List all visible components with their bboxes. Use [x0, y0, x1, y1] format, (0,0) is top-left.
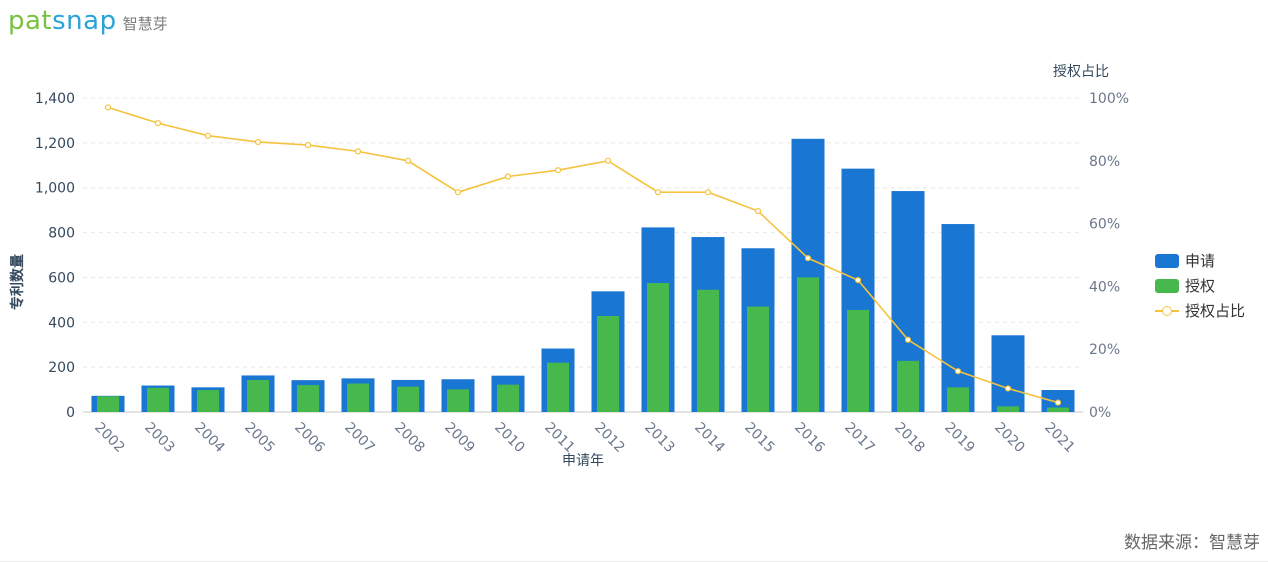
bar-grant [847, 309, 869, 412]
bar-grant [997, 406, 1019, 412]
bar-grant [947, 387, 969, 412]
x-tick-label: 2011 [541, 420, 578, 457]
ratio-point [1054, 399, 1062, 406]
bar-grant [297, 385, 319, 412]
y-tick-label: 0 [66, 405, 75, 421]
y2-tick-label: 60% [1089, 217, 1120, 233]
x-tick-label: 2018 [891, 420, 928, 457]
bar-grant [397, 386, 419, 412]
ratio-point [754, 207, 762, 215]
x-axis-title: 申请年 [562, 453, 604, 469]
x-tick-label: 2008 [391, 420, 428, 457]
x-tick-label: 2010 [491, 420, 528, 457]
x-tick-label: 2020 [991, 420, 1028, 457]
y-axis-title: 专利数量 [9, 254, 26, 310]
ratio-point [854, 277, 862, 284]
logo-text-pat: pat [8, 6, 53, 36]
x-tick-label: 2012 [591, 420, 628, 457]
bar-grant [697, 289, 719, 412]
x-tick-label: 2014 [691, 420, 728, 457]
ratio-point [504, 173, 512, 180]
ratio-point [354, 148, 362, 155]
x-tick-label: 2015 [741, 420, 778, 457]
bar-grant [797, 277, 819, 412]
y-tick-label: 800 [48, 226, 75, 242]
ratio-point [454, 189, 462, 196]
x-tick-label: 2019 [941, 420, 978, 457]
ratio-point [554, 167, 562, 174]
ratio-point [904, 336, 912, 343]
chart-legend: 申请 授权 授权占比 [1155, 248, 1245, 323]
y2-tick-label: 80% [1089, 154, 1120, 170]
y-tick-label: 200 [48, 360, 75, 376]
x-tick-label: 2016 [791, 420, 828, 457]
bar-grant [897, 360, 919, 412]
legend-swatch-grant [1155, 278, 1179, 293]
bar-grant [197, 390, 219, 412]
y-tick-label: 600 [48, 270, 75, 286]
legend-label-apply: 申请 [1185, 252, 1216, 270]
bar-grant [1047, 407, 1069, 412]
ratio-point [204, 132, 212, 139]
logo-text-cn: 智慧芽 [122, 15, 168, 33]
legend-label-grant: 授权 [1185, 277, 1216, 295]
x-tick-label: 2004 [191, 420, 228, 457]
bar-grant [447, 389, 469, 412]
y-tick-label: 1,000 [35, 181, 75, 197]
ratio-point [304, 142, 312, 149]
ratio-point [254, 138, 262, 146]
x-tick-label: 2005 [241, 420, 278, 457]
y2-tick-label: 40% [1089, 279, 1120, 295]
x-tick-label: 2021 [1041, 420, 1078, 457]
bar-apply [941, 224, 975, 412]
x-tick-label: 2013 [641, 420, 678, 457]
legend-line-ratio [1155, 304, 1179, 318]
bar-grant [147, 387, 169, 412]
ratio-point [704, 189, 712, 196]
y2-tick-label: 0% [1089, 405, 1111, 421]
bar-grant [247, 379, 269, 412]
ratio-point [154, 120, 162, 127]
x-tick-label: 2006 [291, 420, 328, 457]
ratio-point [954, 368, 962, 375]
bar-grant [547, 362, 569, 412]
ratio-point [604, 157, 612, 164]
legend-swatch-apply [1155, 253, 1179, 268]
ratio-point [404, 157, 412, 164]
bar-grant [747, 306, 769, 412]
x-tick-label: 2003 [141, 420, 178, 457]
y2-tick-label: 100% [1089, 91, 1129, 107]
bar-grant [597, 316, 619, 412]
bar-grant [497, 384, 519, 412]
y-tick-label: 400 [48, 315, 75, 331]
x-tick-label: 2007 [341, 420, 378, 457]
bottom-divider [0, 561, 1268, 562]
legend-label-ratio: 授权占比 [1185, 302, 1246, 320]
logo-text-snap: snap [52, 6, 117, 36]
y2-axis-title: 授权占比 [1053, 64, 1109, 80]
patsnap-logo: pat snap 智慧芽 [8, 6, 168, 36]
x-tick-label: 2009 [441, 420, 478, 457]
bar-grant [97, 396, 119, 412]
legend-item-ratio[interactable]: 授权占比 [1155, 298, 1245, 323]
legend-item-apply[interactable]: 申请 [1155, 248, 1245, 273]
legend-item-grant[interactable]: 授权 [1155, 273, 1245, 298]
bar-grant [647, 283, 669, 412]
x-tick-label: 2017 [841, 420, 878, 457]
ratio-point [104, 104, 112, 111]
ratio-point [654, 189, 662, 196]
x-tick-label: 2002 [91, 420, 128, 457]
y-tick-label: 1,400 [35, 91, 75, 107]
ratio-point [804, 255, 812, 262]
ratio-line [107, 106, 1059, 404]
y2-tick-label: 20% [1089, 342, 1120, 358]
ratio-point [1004, 385, 1012, 392]
bar-apply [991, 335, 1025, 412]
data-source-note: 数据来源：智慧芽 [1124, 533, 1260, 553]
y-tick-label: 1,200 [35, 136, 75, 152]
bar-grant [347, 383, 369, 412]
